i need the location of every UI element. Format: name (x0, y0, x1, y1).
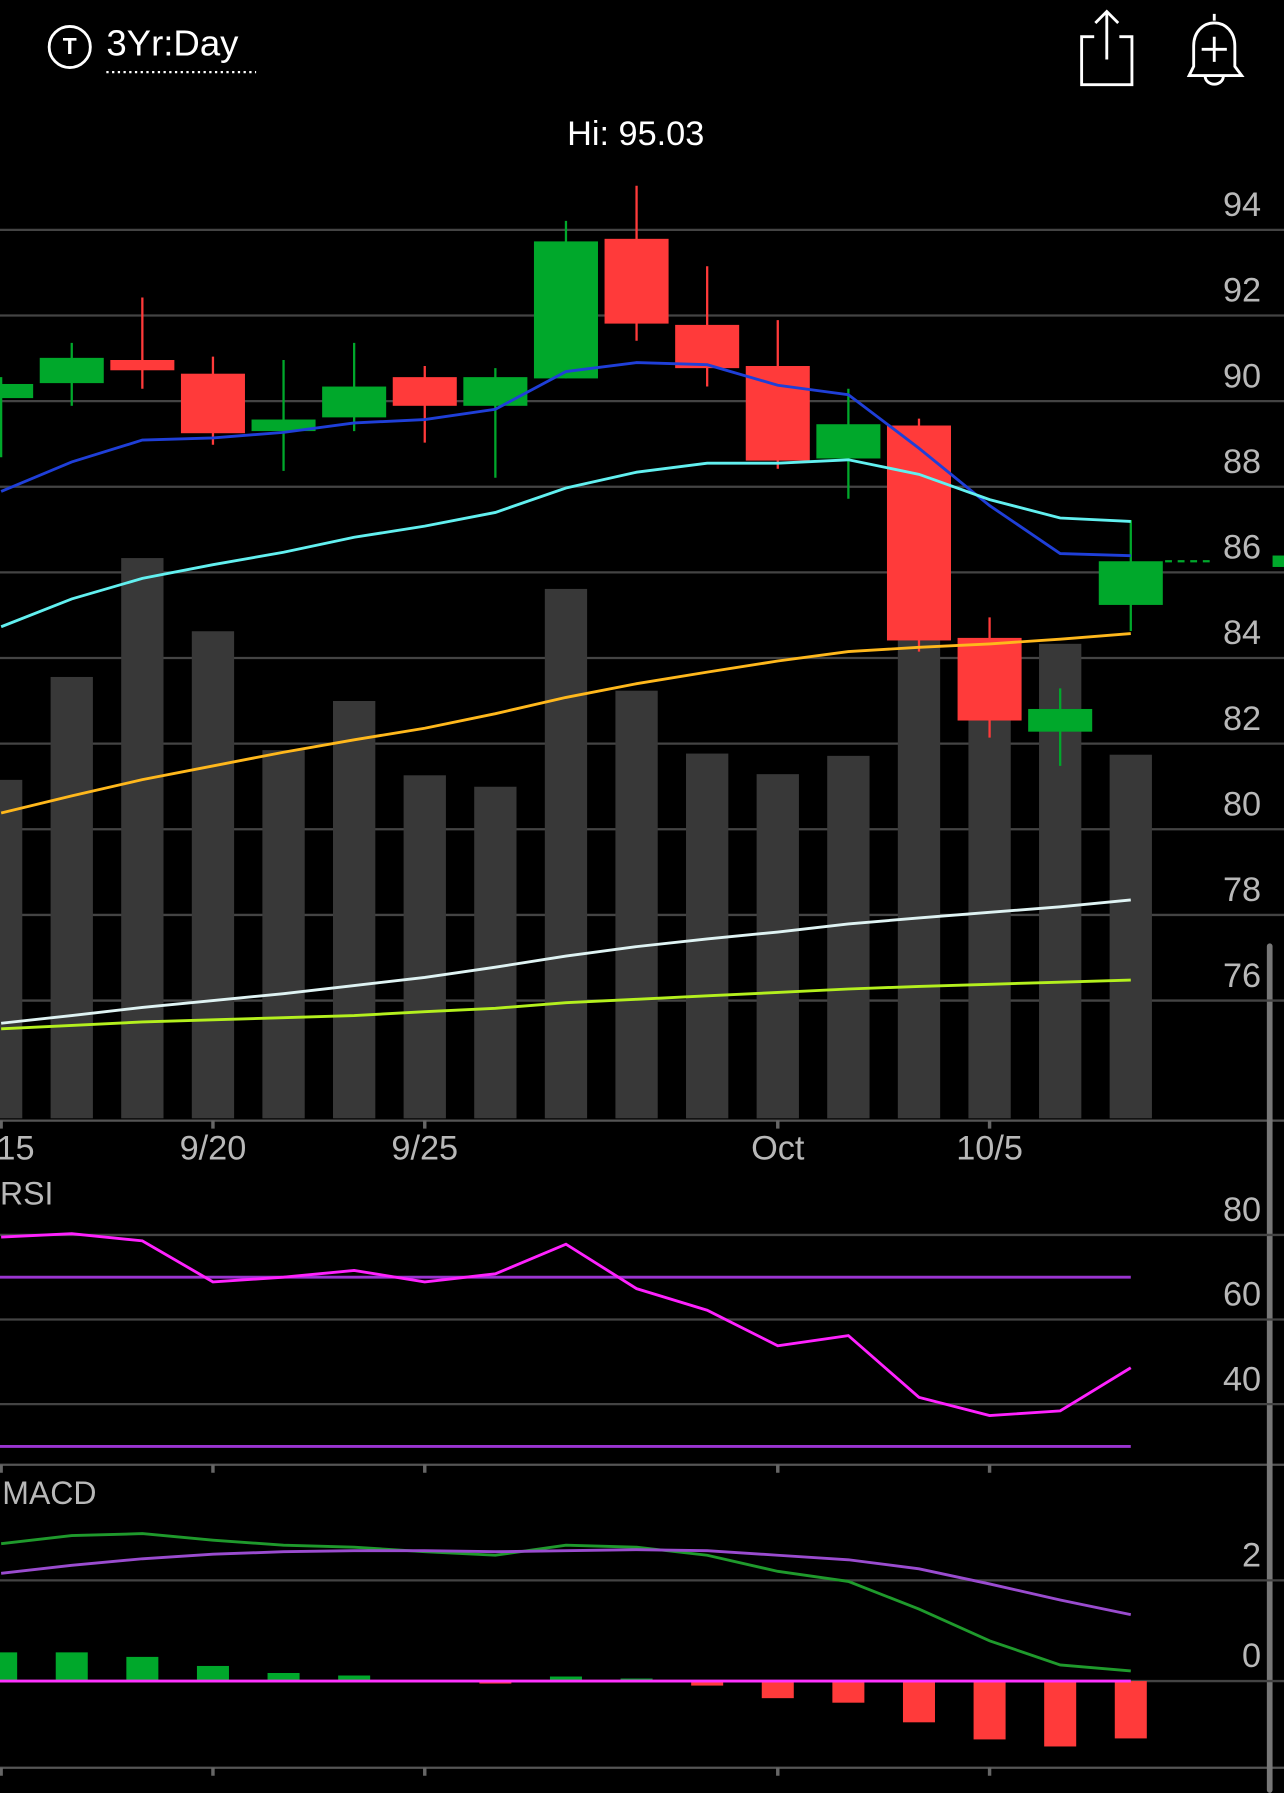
candle-body (110, 360, 175, 371)
high-annotation: Hi: 95.03 (567, 115, 704, 153)
panel-title: RSI (0, 1176, 53, 1212)
volume-bar (615, 690, 658, 1119)
histogram-bar (832, 1681, 865, 1703)
y-tick-label: 82 (1223, 700, 1261, 738)
candle-body (180, 373, 245, 434)
candle-body (1028, 708, 1093, 732)
line-series (0, 1532, 1131, 1673)
x-tick-label: Oct (751, 1129, 805, 1167)
ticker-icon-ring (47, 24, 92, 69)
volume-bar (121, 558, 164, 1119)
volume-bar (756, 774, 799, 1119)
ticker-icon: T (63, 33, 77, 59)
histogram-bar (267, 1672, 300, 1682)
bell-plus (1201, 36, 1227, 62)
y-tick-label: 78 (1223, 871, 1261, 909)
volume-bar (0, 779, 23, 1119)
line-series (0, 361, 1131, 558)
x-tick-label: 9/25 (391, 1129, 458, 1167)
line-series (0, 632, 1131, 815)
histogram-bar (902, 1681, 935, 1723)
candle-body (533, 241, 598, 379)
share-box (1080, 35, 1134, 87)
histogram-bar (549, 1676, 582, 1682)
line-series (1, 978, 1131, 1031)
line-series (0, 1548, 1132, 1617)
bell-icon (1186, 13, 1245, 77)
share-button[interactable] (1080, 9, 1134, 87)
histogram-bar (1114, 1681, 1147, 1739)
x-tick-label: 9/20 (180, 1129, 247, 1167)
candle-body (604, 238, 669, 324)
candle-body (251, 419, 316, 432)
candle-body (392, 377, 457, 406)
volume-bar (262, 750, 305, 1119)
histogram-bar (338, 1675, 371, 1682)
volume-bar (474, 786, 517, 1119)
x-tick-label: 9/15 (0, 1129, 35, 1167)
histogram-bar (126, 1656, 159, 1682)
bell-clapper (1203, 75, 1225, 86)
alert-button[interactable] (1186, 13, 1245, 86)
histogram-bar (761, 1681, 794, 1699)
candle-body (322, 386, 387, 418)
line-series (0, 458, 1131, 629)
histogram-bar (691, 1681, 724, 1686)
y-tick-label: 40 (1223, 1360, 1261, 1398)
line-series (0, 898, 1131, 1025)
candle-body (886, 425, 951, 641)
volume-bar (191, 631, 235, 1119)
volume-bar (544, 588, 588, 1119)
y-tick-label: 88 (1223, 443, 1261, 481)
x-tick-label: 10/5 (956, 1129, 1023, 1167)
histogram-bar (0, 1652, 18, 1682)
volume-bar (686, 753, 729, 1119)
y-tick-label: 90 (1223, 357, 1261, 395)
candle-body (0, 383, 34, 399)
histogram-bar (55, 1652, 88, 1682)
y-tick-label: 86 (1223, 529, 1261, 567)
timeframe[interactable]: 3Yr:Day (106, 22, 239, 63)
ticker-button[interactable]: T (47, 24, 92, 69)
volume-bar (897, 640, 941, 1119)
scrollbar (1266, 943, 1273, 1793)
candle-body (816, 424, 881, 459)
y-tick-label: 92 (1223, 272, 1261, 310)
share-arrow (1094, 9, 1120, 60)
candle-body (675, 324, 740, 369)
candle-body (957, 637, 1022, 721)
histogram-bar (1044, 1681, 1077, 1747)
candle-body (39, 357, 104, 384)
volume-bar (968, 686, 1011, 1119)
panel-title: MACD (2, 1475, 96, 1511)
line-series (1, 1232, 1132, 1417)
y-tick-label: 84 (1223, 614, 1261, 652)
volume-bar (1109, 754, 1152, 1119)
candle-body (463, 377, 528, 406)
last-price-marker (1272, 555, 1284, 567)
volume-bar (50, 676, 93, 1119)
volume-bar (333, 700, 376, 1119)
histogram-bar (973, 1681, 1006, 1740)
y-tick-label: 0 (1242, 1637, 1261, 1675)
y-tick-label: 94 (1223, 186, 1261, 224)
y-tick-label: 2 (1242, 1537, 1261, 1575)
y-tick-label: 76 (1223, 957, 1261, 995)
histogram-bar (196, 1665, 229, 1682)
y-tick-label: 80 (1223, 1191, 1261, 1229)
volume-bar (403, 775, 446, 1119)
y-tick-label: 60 (1223, 1276, 1261, 1314)
candle-body (1098, 561, 1163, 605)
candle-body (745, 365, 810, 461)
volume-bar (827, 755, 870, 1119)
y-tick-label: 80 (1223, 785, 1261, 823)
